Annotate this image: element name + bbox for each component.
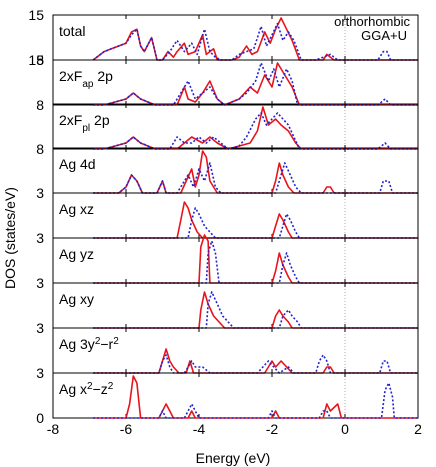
panel-label-sup: 2 [95,336,101,347]
x-tick-label: -8 [47,421,60,437]
panel-label-tail2: −r [100,336,113,352]
y-tick-label: 3 [36,230,44,246]
x-tick-label: 2 [414,421,422,437]
dos-panel-1: 8 2xFap 2p [36,59,419,113]
panel-label-sub: ap [82,79,94,90]
x-tick-label: 0 [341,421,349,437]
panel-label-main: Ag xy [59,291,94,307]
spin-down-line [93,207,418,239]
dos-panel-2: 8 2xFpl 2p [36,103,419,157]
spin-up-line [93,291,418,329]
panel-label-main: 2xF [59,68,82,84]
spin-down-line [93,382,418,419]
panel-frame [52,103,419,150]
x-tick-label: -4 [193,421,206,437]
spin-down-line [93,240,418,284]
x-axis: -8 -6 -4 -2 0 2 [47,421,422,437]
panel-label-main: Ag 3y [59,336,95,352]
panel-label-main: Ag x [59,381,87,397]
y-tick-label: 8 [36,141,44,157]
y-tick-label: 3 [36,275,44,291]
spin-down-line [93,354,418,374]
spin-up-line [93,201,418,239]
y-tick-label: 3 [36,365,44,381]
y-tick-label: 0 [36,410,44,426]
panel-label-sup: 2 [87,381,93,392]
panel-label: 2xFpl 2p [59,112,110,134]
panel-label: Ag xy [59,291,94,307]
spin-up-line [93,62,418,106]
panel-label-tail2: −z [93,381,108,397]
annotation-structure: orthorhombic [334,14,410,29]
panel-label-main: Ag 4d [59,156,96,172]
panel-label: Ag yz [59,246,94,262]
panel-label: Ag xz [59,201,94,217]
panel-label: Ag 4d [59,156,96,172]
spin-down-line [93,62,418,106]
spin-up-line [93,375,418,419]
panel-frame [52,147,419,194]
panel-frame [52,192,419,239]
y-tick-label: 8 [36,97,44,113]
panel-label-main: total [59,23,85,39]
panel-label-main: Ag xz [59,201,94,217]
panel-label: 2xFap 2p [59,68,113,90]
panel-label-tail: 2p [90,112,110,128]
x-axis-title: Energy (eV) [196,450,271,466]
y-tick-label: 8 [36,52,44,68]
panel-label: Ag x2−z2 [59,381,114,398]
spin-up-line [93,234,418,284]
spin-up-line [93,106,418,150]
annotation-method: GGA+U [361,28,407,43]
panel-label-main: Ag yz [59,246,94,262]
panel-label-main: 2xF [59,112,82,128]
spin-up-line [93,348,418,374]
y-tick-label: 3 [36,320,44,336]
panel-frame [52,59,419,106]
y-tick-label: 15 [28,7,44,23]
y-axis-title: DOS (states/eV) [2,187,18,289]
panel-label: Ag 3y2−r2 [59,336,119,353]
panel-frame [52,237,419,284]
panel-label-tail: 2p [93,68,113,84]
spin-up-line [93,150,418,194]
x-tick-label: -2 [266,421,279,437]
panel-label-sup2: 2 [108,381,114,392]
panel-label-sub: pl [82,123,90,134]
panel-frame [52,282,419,329]
spin-down-line [93,162,418,194]
x-tick-label: -6 [120,421,133,437]
dos-panel-8: 0Ag x2−z2 [36,372,419,426]
spin-down-line [93,112,418,150]
panel-label-sup2: 2 [113,336,119,347]
y-tick-label: 15 [28,52,44,68]
dos-panel-4: 3 Ag xz [36,192,419,246]
spin-down-line [93,291,418,329]
panel-label: total [59,23,85,39]
y-tick-label: 3 [36,185,44,201]
